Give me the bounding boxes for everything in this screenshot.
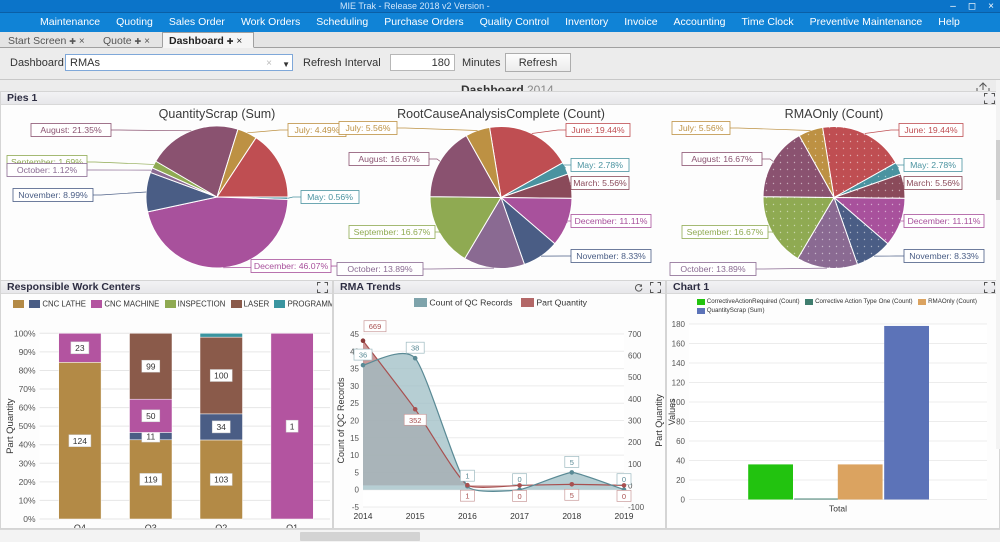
- svg-text:2019: 2019: [615, 511, 634, 521]
- svg-text:RMAOnly (Count): RMAOnly (Count): [785, 107, 884, 121]
- svg-text:80: 80: [676, 418, 685, 427]
- svg-text:October: 1.12%: October: 1.12%: [17, 165, 78, 175]
- svg-text:Count of QC Records: Count of QC Records: [336, 377, 346, 464]
- svg-text:May: 2.78%: May: 2.78%: [910, 160, 956, 170]
- svg-text:December: 46.07%: December: 46.07%: [254, 261, 329, 271]
- svg-text:QuantityScrap (Sum): QuantityScrap (Sum): [159, 107, 276, 121]
- svg-text:20: 20: [350, 417, 359, 426]
- svg-text:September: 16.67%: September: 16.67%: [687, 227, 764, 237]
- svg-text:November: 8.99%: November: 8.99%: [18, 190, 88, 200]
- svg-text:2018: 2018: [562, 511, 581, 521]
- svg-text:December: 11.11%: December: 11.11%: [574, 216, 647, 226]
- svg-text:1: 1: [465, 472, 469, 481]
- svg-text:669: 669: [369, 322, 382, 331]
- svg-text:80%: 80%: [19, 365, 36, 375]
- svg-text:October: 13.89%: October: 13.89%: [680, 264, 745, 274]
- svg-text:100: 100: [214, 371, 228, 381]
- svg-text:5: 5: [570, 491, 574, 500]
- svg-text:10: 10: [350, 451, 359, 460]
- svg-text:90%: 90%: [19, 347, 36, 357]
- svg-text:September: 16.67%: September: 16.67%: [354, 227, 431, 237]
- svg-text:600: 600: [628, 352, 642, 361]
- svg-text:400: 400: [628, 395, 642, 404]
- svg-text:2014: 2014: [354, 511, 373, 521]
- svg-text:0: 0: [518, 475, 522, 484]
- svg-text:99: 99: [146, 361, 156, 371]
- svg-text:15: 15: [350, 434, 359, 443]
- svg-text:23: 23: [75, 343, 85, 353]
- svg-text:May: 2.78%: May: 2.78%: [577, 160, 623, 170]
- svg-text:25: 25: [350, 399, 359, 408]
- svg-text:35: 35: [350, 365, 359, 374]
- svg-text:0%: 0%: [23, 514, 36, 524]
- svg-text:2015: 2015: [406, 511, 425, 521]
- svg-text:45: 45: [350, 330, 359, 339]
- svg-text:120: 120: [672, 379, 686, 388]
- svg-text:RootCauseAnalysisComplete (Cou: RootCauseAnalysisComplete (Count): [397, 107, 605, 121]
- svg-text:34: 34: [216, 422, 226, 432]
- svg-text:2016: 2016: [458, 511, 477, 521]
- svg-text:160: 160: [672, 340, 686, 349]
- svg-text:August: 21.35%: August: 21.35%: [40, 125, 102, 135]
- svg-text:20%: 20%: [19, 477, 36, 487]
- svg-text:0: 0: [355, 486, 360, 495]
- svg-text:300: 300: [628, 417, 642, 426]
- svg-text:40: 40: [676, 457, 685, 466]
- svg-text:0: 0: [681, 496, 686, 505]
- svg-text:70%: 70%: [19, 384, 36, 394]
- svg-text:140: 140: [672, 359, 686, 368]
- svg-text:103: 103: [214, 475, 228, 485]
- svg-text:June: 19.44%: June: 19.44%: [571, 125, 624, 135]
- svg-text:October: 13.89%: October: 13.89%: [347, 264, 412, 274]
- svg-text:Part Quantity: Part Quantity: [654, 394, 664, 447]
- svg-text:700: 700: [628, 330, 642, 339]
- svg-text:11: 11: [146, 431, 155, 441]
- svg-text:March: 5.56%: March: 5.56%: [573, 178, 627, 188]
- svg-text:December: 11.11%: December: 11.11%: [907, 216, 980, 226]
- svg-text:March: 5.56%: March: 5.56%: [906, 178, 960, 188]
- svg-text:2017: 2017: [510, 511, 529, 521]
- svg-text:Values: Values: [667, 398, 677, 425]
- svg-text:August: 16.67%: August: 16.67%: [691, 154, 753, 164]
- svg-text:20: 20: [676, 476, 685, 485]
- svg-text:30%: 30%: [19, 458, 36, 468]
- svg-text:10%: 10%: [19, 495, 36, 505]
- svg-text:0: 0: [518, 492, 522, 501]
- svg-text:August: 16.67%: August: 16.67%: [358, 154, 420, 164]
- svg-text:200: 200: [628, 438, 642, 447]
- svg-text:1: 1: [290, 421, 295, 431]
- svg-text:0: 0: [622, 492, 626, 501]
- svg-text:July: 4.49%: July: 4.49%: [295, 125, 340, 135]
- svg-text:50%: 50%: [19, 421, 36, 431]
- svg-text:60%: 60%: [19, 403, 36, 413]
- svg-text:5: 5: [355, 468, 360, 477]
- svg-text:124: 124: [73, 436, 87, 446]
- svg-text:Part Quantity: Part Quantity: [5, 398, 16, 454]
- svg-text:November: 8.33%: November: 8.33%: [909, 251, 979, 261]
- svg-text:30: 30: [350, 382, 359, 391]
- svg-text:1: 1: [465, 492, 469, 501]
- svg-text:119: 119: [144, 475, 158, 485]
- svg-text:November: 8.33%: November: 8.33%: [576, 251, 646, 261]
- svg-text:100%: 100%: [14, 328, 36, 338]
- svg-text:July: 5.56%: July: 5.56%: [679, 123, 724, 133]
- svg-text:Total: Total: [829, 504, 847, 514]
- svg-text:36: 36: [359, 351, 367, 360]
- svg-text:100: 100: [628, 460, 642, 469]
- svg-text:0: 0: [622, 475, 626, 484]
- svg-text:50: 50: [146, 411, 156, 421]
- svg-text:38: 38: [411, 344, 419, 353]
- svg-text:352: 352: [409, 416, 422, 425]
- svg-text:180: 180: [672, 320, 686, 329]
- svg-text:500: 500: [628, 373, 642, 382]
- svg-text:5: 5: [570, 458, 574, 467]
- svg-text:60: 60: [676, 437, 685, 446]
- svg-text:June: 19.44%: June: 19.44%: [904, 125, 957, 135]
- svg-text:40%: 40%: [19, 440, 36, 450]
- svg-text:July: 5.56%: July: 5.56%: [346, 123, 391, 133]
